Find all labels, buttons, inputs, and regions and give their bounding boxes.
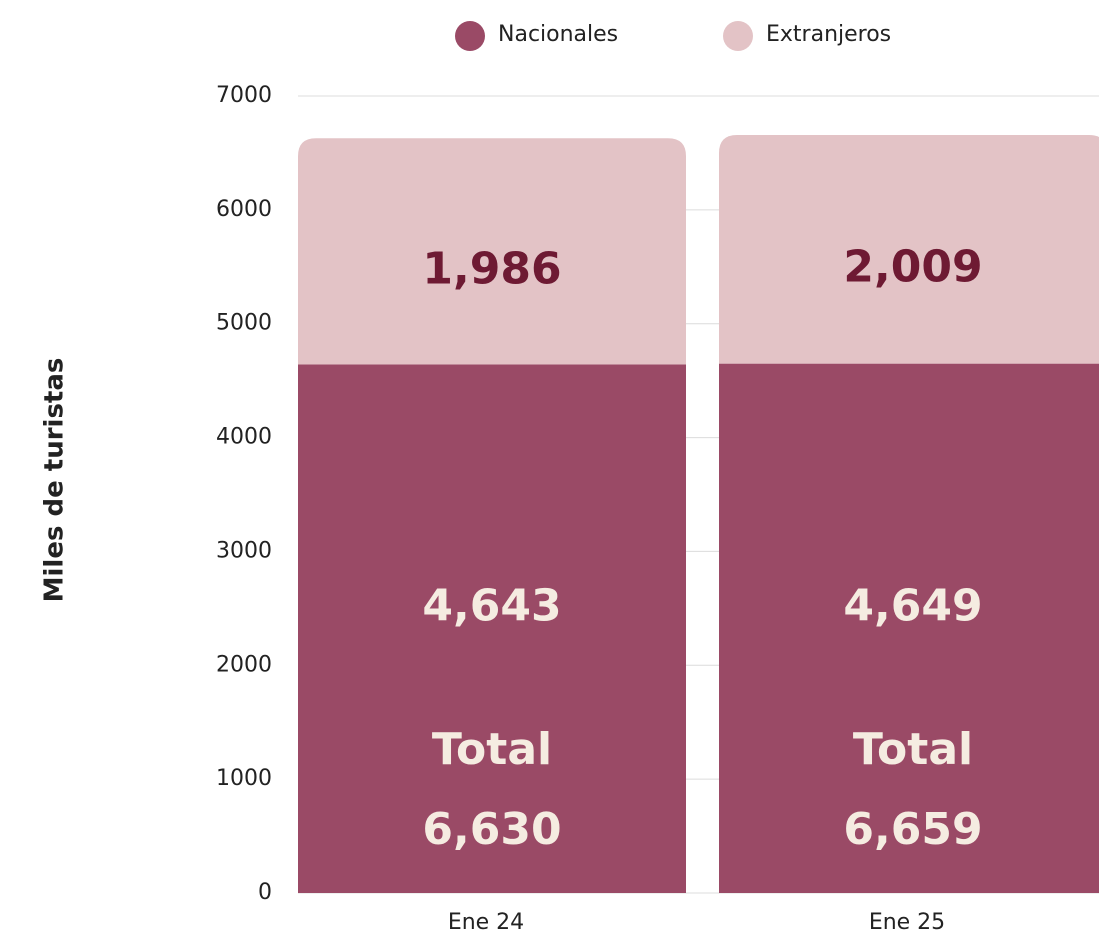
y-tick-label: 3000 [216,538,272,563]
y-tick-label: 0 [258,880,272,905]
value-label: 2,009 [843,241,982,292]
legend-swatch [723,21,753,51]
bar-segment [298,364,686,893]
x-tick-label: Ene 25 [869,910,945,935]
total-label: 6,630 [422,804,561,855]
legend-swatch [455,21,485,51]
bar-segment [298,138,686,365]
value-label: 4,643 [422,581,561,632]
total-title: Total [853,724,973,775]
bar-segment [719,363,1099,893]
y-tick-label: 4000 [216,425,272,450]
y-tick-label: 1000 [216,766,272,791]
value-label: 1,986 [422,243,561,294]
legend-label: Extranjeros [766,22,891,47]
x-tick-label: Ene 24 [448,910,524,935]
bar-segment [719,134,1099,364]
y-axis-label: Miles de turistas [40,358,70,603]
total-title: Total [432,724,552,775]
total-label: 6,659 [843,804,982,855]
y-tick-label: 5000 [216,311,272,336]
y-tick-label: 7000 [216,83,272,108]
y-tick-label: 6000 [216,197,272,222]
y-tick-label: 2000 [216,652,272,677]
value-label: 4,649 [843,580,982,631]
legend-label: Nacionales [498,22,618,47]
